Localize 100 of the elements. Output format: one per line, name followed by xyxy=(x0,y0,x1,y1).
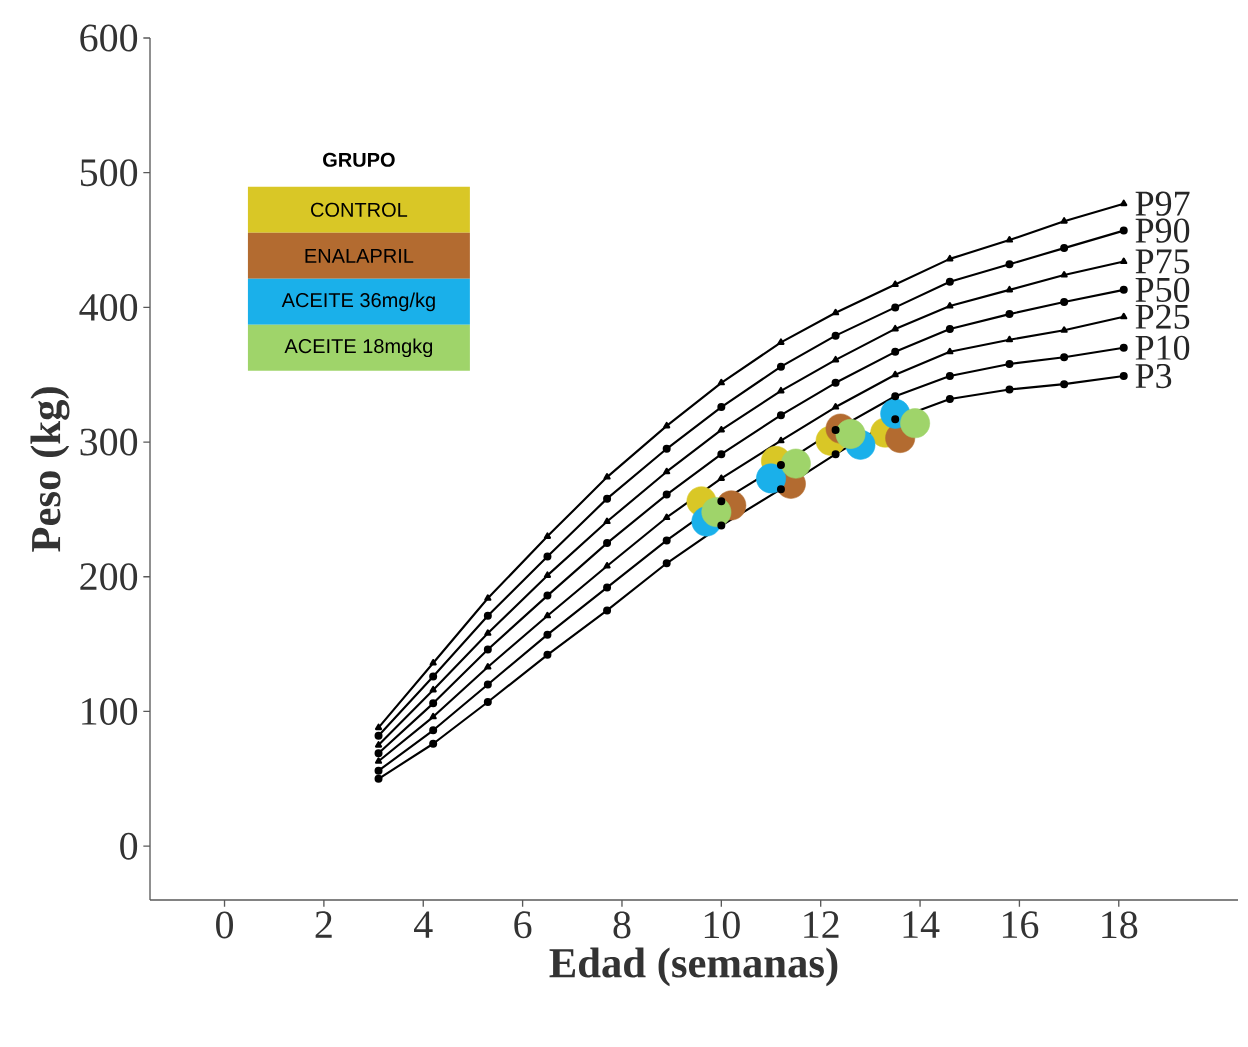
point xyxy=(780,448,811,479)
y-tick-label: 400 xyxy=(79,293,138,321)
point xyxy=(946,254,954,262)
point xyxy=(662,444,671,453)
point xyxy=(1120,312,1128,320)
point xyxy=(1005,285,1014,293)
point xyxy=(374,731,383,740)
point xyxy=(1005,236,1014,243)
point xyxy=(429,712,437,720)
x-tick-label: 8 xyxy=(613,911,631,939)
point xyxy=(483,645,492,654)
point xyxy=(891,303,900,312)
point xyxy=(1060,353,1069,362)
point xyxy=(777,436,785,444)
point xyxy=(483,611,492,620)
point xyxy=(1005,335,1014,343)
point xyxy=(1060,380,1069,389)
point xyxy=(1005,359,1014,368)
series-label: P97 xyxy=(1135,191,1190,216)
point xyxy=(603,606,612,615)
series-label: P75 xyxy=(1135,249,1190,274)
y-tick-label: 200 xyxy=(80,563,138,591)
point xyxy=(1119,285,1128,294)
y-tick-label: 500 xyxy=(80,159,138,187)
point xyxy=(374,757,383,764)
y-tick-label: 300 xyxy=(80,428,138,456)
point xyxy=(663,467,671,475)
point xyxy=(831,403,840,410)
point xyxy=(756,463,786,494)
text: ACEITE 18mgkg xyxy=(284,338,433,358)
point xyxy=(891,324,899,332)
point xyxy=(701,497,732,528)
series-label: P50 xyxy=(1135,277,1190,303)
point xyxy=(1119,226,1128,235)
point xyxy=(945,277,954,286)
point xyxy=(603,517,611,525)
point xyxy=(717,378,725,386)
point xyxy=(1119,343,1128,352)
text: ACEITE 36mg/kg xyxy=(281,292,435,312)
point xyxy=(891,370,899,378)
point xyxy=(603,473,611,480)
point xyxy=(663,421,671,429)
point xyxy=(374,766,383,775)
point xyxy=(776,362,785,371)
point xyxy=(777,386,785,394)
legend-title: GRUPO xyxy=(323,152,395,167)
x-tick-label: 12 xyxy=(804,911,839,938)
point xyxy=(543,532,552,539)
point xyxy=(1005,260,1014,269)
point xyxy=(891,347,900,356)
point xyxy=(1005,385,1014,394)
point xyxy=(831,378,840,387)
point xyxy=(662,559,671,568)
point xyxy=(717,450,726,459)
point xyxy=(717,521,726,530)
point xyxy=(543,552,552,561)
x-axis-title: Edad (semanas) xyxy=(549,947,838,987)
point xyxy=(374,749,383,758)
x-tick-label: 14 xyxy=(903,911,940,938)
x-tick-label: 18 xyxy=(1102,911,1138,939)
point xyxy=(717,403,726,412)
point xyxy=(374,774,383,783)
text: ENALAPRIL xyxy=(305,248,414,263)
point xyxy=(891,280,899,288)
text: CONTROL xyxy=(311,202,408,217)
point xyxy=(717,425,725,433)
point xyxy=(374,723,383,731)
point xyxy=(484,662,492,670)
x-tick-label: 0 xyxy=(216,911,234,939)
point xyxy=(603,561,611,569)
x-tick-label: 6 xyxy=(514,911,532,939)
point xyxy=(429,658,437,666)
point xyxy=(662,490,671,499)
x-tick-label: 4 xyxy=(414,911,433,938)
point xyxy=(831,331,840,340)
point xyxy=(1120,257,1128,265)
point xyxy=(945,372,954,381)
point xyxy=(374,741,383,748)
point xyxy=(717,497,726,506)
point xyxy=(1119,372,1128,381)
point xyxy=(483,680,492,689)
point xyxy=(543,650,552,659)
point xyxy=(543,591,552,600)
point xyxy=(429,699,438,708)
y-tick-label: 600 xyxy=(80,24,138,52)
point xyxy=(429,739,438,748)
point xyxy=(543,571,552,578)
series-label: P3 xyxy=(1135,363,1172,389)
point xyxy=(776,460,785,469)
point xyxy=(900,408,931,439)
series-label: P90 xyxy=(1135,218,1190,243)
point xyxy=(777,338,785,345)
point xyxy=(603,539,612,548)
point xyxy=(603,583,612,592)
point xyxy=(776,411,785,420)
point xyxy=(946,347,954,355)
point xyxy=(776,485,785,494)
point xyxy=(945,394,954,403)
point xyxy=(663,513,671,521)
point xyxy=(1060,217,1068,224)
